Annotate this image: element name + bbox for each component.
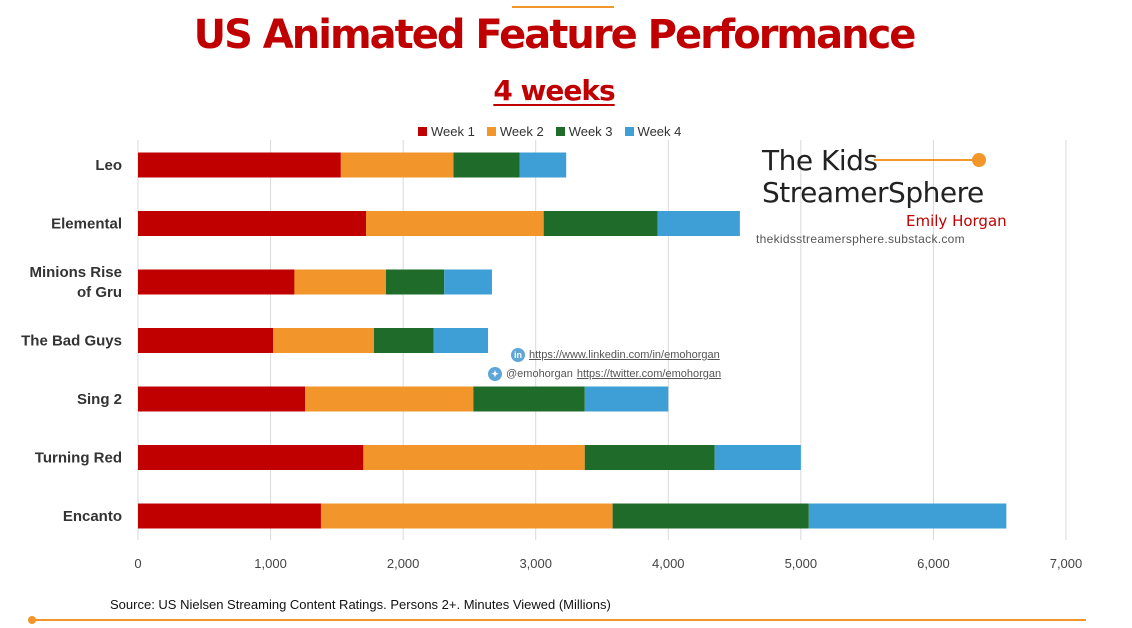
bar-segment bbox=[714, 445, 801, 470]
legend-item: Week 2 bbox=[486, 124, 544, 139]
x-tick-label: 6,000 bbox=[917, 556, 950, 571]
bar-segment bbox=[138, 445, 364, 470]
brand-url: thekidsstreamersphere.substack.com bbox=[756, 232, 965, 246]
twitter-handle: @emohorgan bbox=[506, 368, 573, 380]
bar-segment bbox=[294, 269, 386, 295]
legend-swatch bbox=[555, 127, 565, 136]
bar-segment bbox=[519, 152, 567, 178]
legend-label: Week 2 bbox=[499, 124, 544, 139]
twitter-link-row: ✦ @emohorgan https://twitter.com/emohorg… bbox=[488, 367, 721, 381]
bar-segment bbox=[138, 152, 341, 178]
bar-segment bbox=[543, 211, 658, 236]
twitter-icon: ✦ bbox=[488, 367, 502, 381]
category-label: Leo bbox=[95, 157, 122, 174]
top-accent-rule bbox=[512, 6, 614, 8]
source-note: Source: US Nielsen Streaming Content Rat… bbox=[110, 597, 611, 612]
bar-segment bbox=[138, 211, 367, 236]
bar-segment bbox=[305, 386, 474, 412]
bar-segment bbox=[584, 386, 669, 412]
legend-label: Week 4 bbox=[637, 124, 682, 139]
bar-segment bbox=[138, 503, 321, 529]
x-tick-label: 4,000 bbox=[652, 556, 685, 571]
category-label: Minions Rise bbox=[29, 264, 122, 281]
bar-segment bbox=[138, 269, 295, 295]
linkedin-link[interactable]: https://www.linkedin.com/in/emohorgan bbox=[529, 349, 720, 361]
chart-title: US Animated Feature Performance bbox=[193, 12, 917, 58]
category-label: of Gru bbox=[77, 284, 122, 301]
bars bbox=[138, 152, 1007, 529]
twitter-link[interactable]: https://twitter.com/emohorgan bbox=[576, 368, 722, 380]
brand-name-line2: StreamerSphere bbox=[762, 176, 984, 209]
bar-segment bbox=[138, 328, 274, 353]
category-label: Sing 2 bbox=[77, 391, 122, 408]
legend: Week 1 Week 2 Week 3 Week 4 bbox=[418, 124, 681, 139]
legend-label: Week 3 bbox=[568, 124, 613, 139]
bar-segment bbox=[444, 269, 492, 295]
bar-segment bbox=[584, 445, 715, 470]
bar-segment bbox=[657, 211, 740, 236]
linkedin-link-row: in https://www.linkedin.com/in/emohorgan bbox=[511, 348, 720, 362]
category-label: Encanto bbox=[63, 508, 122, 525]
x-tick-label: 5,000 bbox=[785, 556, 818, 571]
bar-segment bbox=[453, 152, 520, 178]
legend-item: Week 3 bbox=[555, 124, 613, 139]
x-tick-labels: 0 1,000 2,000 3,000 4,000 5,000 6,000 7,000 bbox=[134, 556, 1082, 571]
x-tick-label: 1,000 bbox=[254, 556, 287, 571]
category-label: The Bad Guys bbox=[21, 333, 122, 350]
bar-segment bbox=[433, 328, 488, 353]
bottom-accent-rule bbox=[32, 619, 1086, 621]
legend-item: Week 1 bbox=[418, 124, 475, 139]
x-tick-label: 0 bbox=[134, 556, 141, 571]
brand-accent-rule bbox=[874, 159, 974, 161]
brand-accent-dot bbox=[972, 153, 986, 167]
x-tick-label: 2,000 bbox=[387, 556, 420, 571]
legend-item: Week 4 bbox=[624, 124, 682, 139]
legend-swatch bbox=[624, 127, 634, 136]
bar-segment bbox=[612, 503, 809, 529]
x-tick-label: 7,000 bbox=[1050, 556, 1083, 571]
bar-segment bbox=[366, 211, 544, 236]
bar-segment bbox=[473, 386, 585, 412]
chart-subtitle: 4 weeks bbox=[493, 74, 615, 107]
bar-segment bbox=[273, 328, 374, 353]
category-label: Elemental bbox=[51, 216, 122, 233]
bar-segment bbox=[373, 328, 434, 353]
category-labels: Leo Elemental Minions Rise of Gru The Bad Gu… bbox=[21, 157, 122, 525]
gridlines bbox=[137, 140, 1067, 540]
bar-segment bbox=[340, 152, 454, 178]
brand-author: Emily Horgan bbox=[906, 212, 1007, 230]
bar-segment bbox=[385, 269, 445, 295]
bar-segment bbox=[138, 386, 306, 412]
bar-segment bbox=[808, 503, 1007, 529]
bar-segment bbox=[363, 445, 585, 470]
category-label: Turning Red bbox=[35, 450, 122, 467]
legend-swatch bbox=[418, 127, 427, 136]
legend-label: Week 1 bbox=[431, 124, 475, 139]
legend-swatch bbox=[486, 127, 496, 136]
bar-segment bbox=[320, 503, 613, 529]
linkedin-icon: in bbox=[511, 348, 525, 362]
x-tick-label: 3,000 bbox=[519, 556, 552, 571]
brand-name-line1: The Kids bbox=[762, 144, 878, 177]
